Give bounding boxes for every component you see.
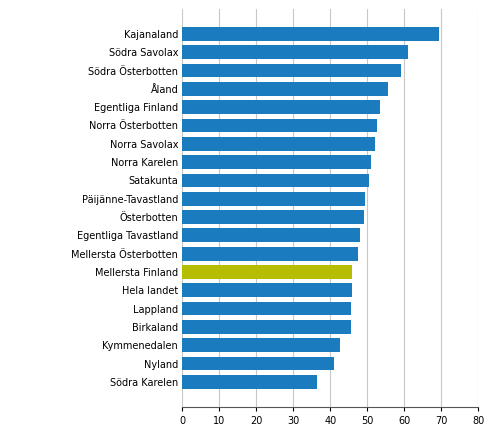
Bar: [182, 118, 377, 132]
Bar: [182, 100, 380, 114]
Bar: [182, 155, 371, 169]
Bar: [182, 283, 352, 297]
Bar: [182, 192, 365, 206]
Bar: [182, 375, 317, 389]
Bar: [182, 63, 400, 77]
Bar: [182, 82, 387, 96]
Bar: [182, 228, 360, 242]
Bar: [182, 247, 358, 261]
Bar: [182, 27, 439, 41]
Bar: [182, 357, 334, 371]
Bar: [182, 320, 351, 334]
Bar: [182, 210, 363, 224]
Bar: [182, 302, 351, 316]
Bar: [182, 45, 408, 59]
Bar: [182, 173, 369, 187]
Bar: [182, 137, 375, 151]
Bar: [182, 338, 340, 352]
Bar: [182, 265, 352, 279]
